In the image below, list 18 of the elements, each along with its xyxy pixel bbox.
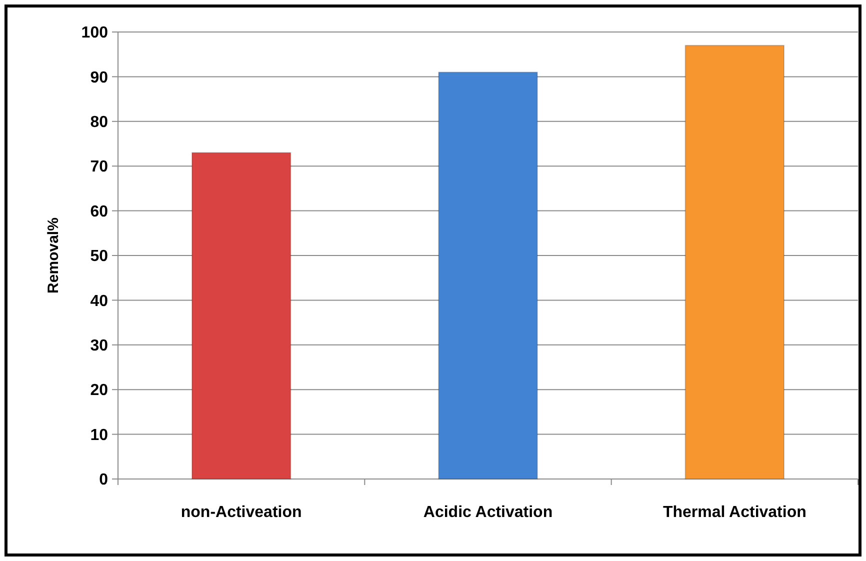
y-tick-label: 40 <box>90 292 108 310</box>
x-tick-label: Acidic Activation <box>423 504 553 521</box>
bar <box>684 44 784 480</box>
y-tick-label: 100 <box>81 24 108 42</box>
x-tick-label: Thermal Activation <box>662 504 806 521</box>
x-tick-label: non-Activeation <box>180 504 302 521</box>
y-tick-label: 90 <box>90 69 108 86</box>
y-tick-label: 0 <box>99 472 108 489</box>
bar <box>192 152 292 480</box>
y-tick-label: 60 <box>90 203 108 220</box>
y-tick-label: 50 <box>90 248 108 266</box>
bar <box>438 72 538 480</box>
y-tick-label: 80 <box>90 114 108 131</box>
y-axis-title: Removal% <box>45 218 62 294</box>
y-tick-label: 10 <box>90 426 108 444</box>
y-tick-label: 70 <box>90 158 108 176</box>
y-tick-label: 20 <box>90 382 108 400</box>
y-tick-label: 30 <box>90 338 108 354</box>
